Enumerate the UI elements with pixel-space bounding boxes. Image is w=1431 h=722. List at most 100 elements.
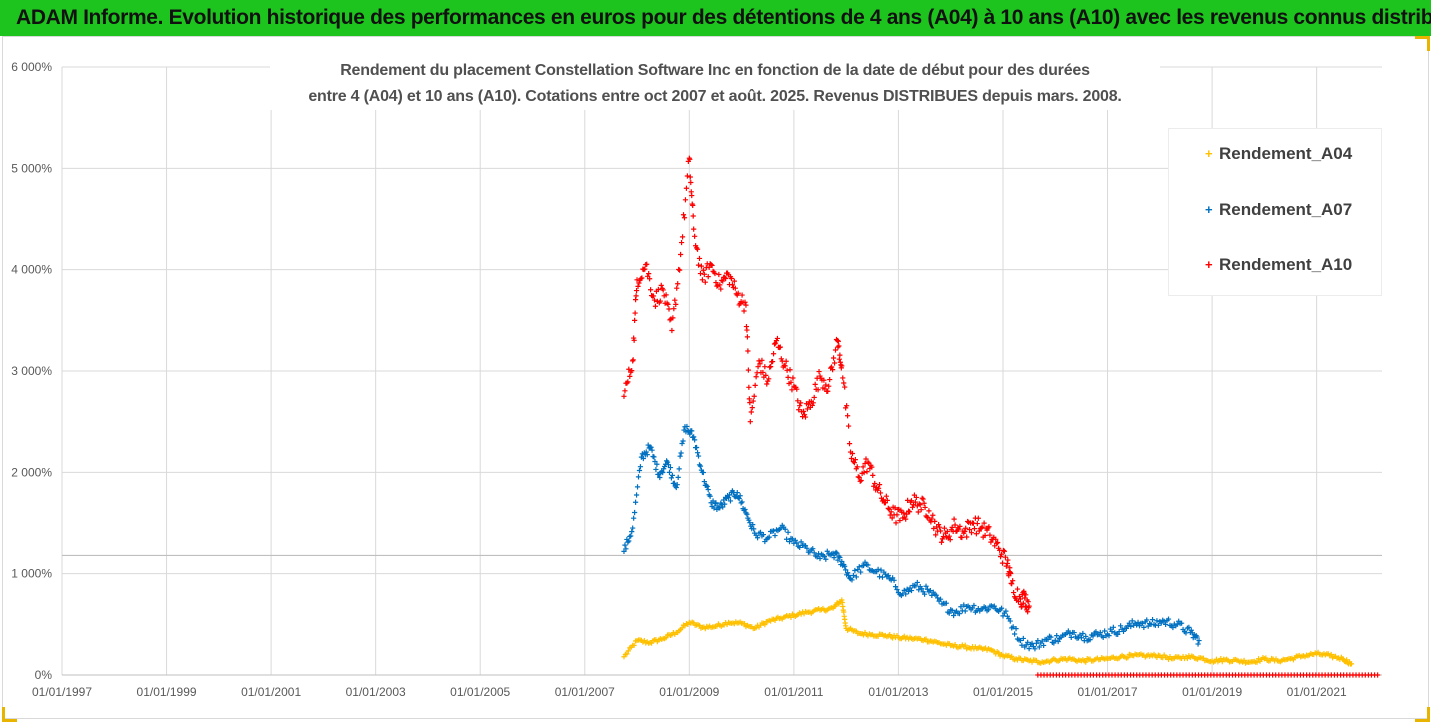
scatter-point-rendement-a07 [1194, 634, 1200, 640]
scatter-point-rendement-a07 [632, 499, 639, 505]
scatter-point-rendement-a07 [707, 493, 713, 499]
scatter-point-rendement-a07 [908, 587, 915, 594]
scatter-point-rendement-a04 [789, 611, 796, 617]
scatter-point-rendement-a07 [792, 537, 798, 543]
scatter-point-rendement-a10 [774, 335, 781, 342]
scatter-point-rendement-a07 [906, 588, 912, 595]
scatter-point-rendement-a04 [696, 622, 703, 629]
scatter-point-rendement-a07 [786, 539, 793, 545]
scatter-point-rendement-a04 [624, 651, 630, 657]
scatter-point-rendement-a04 [907, 634, 913, 640]
scatter-point-rendement-a07 [1123, 625, 1130, 632]
scatter-point-rendement-a10 [810, 400, 816, 406]
scatter-point-rendement-a07 [766, 534, 772, 540]
scatter-point-rendement-a10 [830, 367, 836, 373]
scatter-point-rendement-a07 [872, 569, 878, 575]
scatter-point-rendement-a07 [635, 474, 642, 480]
scatter-point-rendement-a07 [833, 549, 839, 555]
x-tick-label: 01/01/2009 [659, 685, 719, 699]
scatter-point-rendement-a10 [952, 522, 958, 528]
scatter-point-rendement-a07 [1067, 631, 1073, 637]
scatter-point-rendement-a07 [998, 605, 1005, 611]
scatter-point-rendement-a04 [972, 644, 978, 650]
scatter-point-rendement-a10 [870, 472, 876, 478]
scatter-point-rendement-a10 [981, 520, 987, 526]
scatter-point-rendement-a10 [986, 524, 992, 530]
scatter-point-rendement-a07 [667, 464, 674, 471]
scatter-point-rendement-a10 [708, 262, 714, 268]
scatter-point-rendement-a07 [946, 610, 952, 616]
scatter-point-rendement-a07 [671, 480, 677, 486]
scatter-point-rendement-a07 [1195, 641, 1201, 647]
scatter-point-rendement-a10 [749, 404, 755, 411]
scatter-point-rendement-a10 [669, 327, 675, 334]
scatter-point-rendement-a10 [964, 534, 970, 540]
x-tick-label: 01/01/2001 [241, 685, 301, 699]
scatter-point-rendement-a10 [825, 388, 831, 394]
scatter-point-rendement-a07 [738, 500, 744, 506]
chart-title-line1: Rendement du placement Constellation Sof… [340, 62, 1090, 79]
scatter-point-rendement-a10 [995, 539, 1001, 546]
scatter-point-rendement-a07 [721, 497, 727, 503]
scatter-point-rendement-a10 [747, 400, 753, 406]
scatter-point-rendement-a10 [714, 283, 720, 289]
scatter-point-rendement-a07 [701, 478, 707, 485]
scatter-point-rendement-a07 [739, 499, 745, 505]
scatter-point-rendement-a07 [622, 542, 628, 548]
scatter-point-rendement-a10 [1025, 599, 1031, 605]
scatter-point-rendement-a07 [649, 447, 655, 453]
scatter-point-rendement-a07 [845, 570, 851, 576]
scatter-point-rendement-a07 [1102, 628, 1108, 634]
scatter-point-rendement-a10 [1011, 589, 1017, 596]
scatter-point-rendement-a10 [789, 387, 795, 393]
scatter-point-rendement-a10 [800, 408, 807, 414]
scatter-point-rendement-a10 [951, 516, 957, 522]
scatter-point-rendement-a10 [757, 361, 763, 367]
x-tick-label: 01/01/2003 [346, 685, 406, 699]
scatter-point-rendement-a10 [670, 315, 676, 321]
scatter-point-rendement-a10 [840, 375, 846, 381]
scatter-point-rendement-a07 [1032, 646, 1038, 652]
scatter-point-rendement-a07 [898, 592, 904, 599]
scatter-point-rendement-a10 [909, 504, 916, 510]
scatter-point-rendement-a07 [1003, 608, 1009, 614]
scatter-point-rendement-a04 [788, 614, 794, 620]
y-tick-label: 2 000% [11, 465, 52, 479]
scatter-point-rendement-a07 [1065, 628, 1071, 634]
scatter-point-rendement-a07 [1107, 626, 1114, 632]
scatter-point-rendement-a07 [705, 486, 711, 493]
scatter-point-rendement-a10 [724, 270, 731, 276]
scatter-point-rendement-a07 [927, 587, 933, 594]
scatter-point-rendement-a10 [916, 501, 922, 507]
scatter-point-rendement-a10 [753, 374, 759, 380]
scatter-point-rendement-a10 [1002, 554, 1009, 560]
scatter-point-rendement-a07 [885, 572, 891, 579]
scatter-point-rendement-a10 [936, 521, 942, 528]
scatter-point-rendement-a10 [855, 474, 861, 480]
scatter-point-rendement-a07 [1186, 624, 1192, 630]
scatter-point-rendement-a10 [676, 266, 682, 273]
scatter-point-rendement-a10 [864, 469, 870, 475]
scatter-point-rendement-a07 [804, 545, 810, 551]
scatter-point-rendement-a07 [1106, 633, 1112, 639]
scatter-point-rendement-a10 [998, 551, 1005, 557]
scatter-point-rendement-a07 [1078, 635, 1085, 641]
scatter-point-rendement-a10 [826, 383, 832, 389]
scatter-point-rendement-a07 [713, 500, 719, 506]
scatter-point-rendement-a10 [836, 343, 842, 349]
scatter-point-rendement-a10 [962, 528, 968, 535]
scatter-point-rendement-a07 [720, 504, 726, 510]
scatter-point-rendement-a07 [911, 583, 918, 589]
scatter-point-rendement-a10 [801, 412, 808, 418]
scatter-point-rendement-a10 [1025, 609, 1031, 615]
scatter-point-rendement-a10 [841, 380, 847, 386]
scatter-point-rendement-a10 [812, 381, 818, 387]
scatter-point-rendement-a07 [1036, 644, 1042, 650]
scatter-point-rendement-a07 [693, 444, 700, 451]
scatter-point-rendement-a07 [929, 592, 935, 599]
scatter-point-rendement-a10 [883, 493, 889, 499]
scatter-point-rendement-a07 [727, 498, 734, 504]
scatter-point-rendement-a04 [894, 632, 900, 639]
scatter-point-rendement-a10 [827, 376, 833, 383]
scatter-point-rendement-a10 [816, 368, 822, 375]
